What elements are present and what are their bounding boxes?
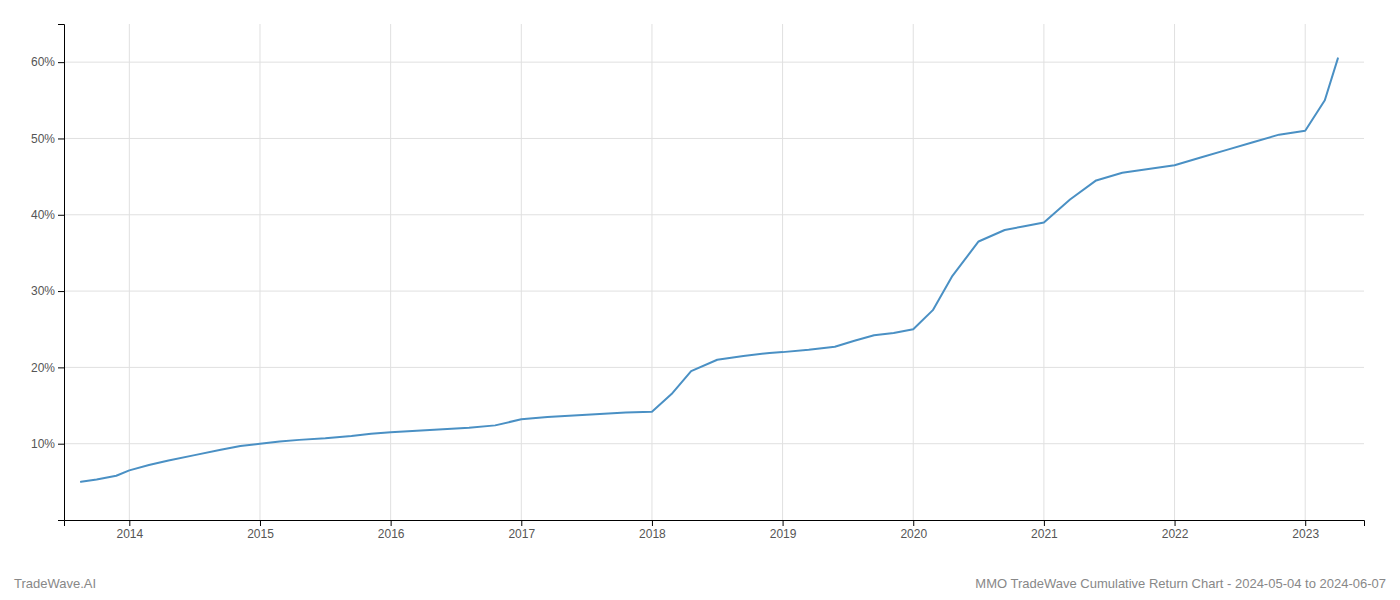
- chart: 2014 2015 2016 2017 2018 2019 2020 2021 2022 2023…: [0, 0, 1400, 600]
- x-tick: 2022: [1162, 520, 1189, 541]
- x-tick: 2016: [378, 520, 405, 541]
- x-tick: 2017: [508, 520, 535, 541]
- grid-line-x: [1174, 24, 1175, 520]
- y-tick: 10%: [31, 437, 64, 451]
- y-tick: 20%: [31, 361, 64, 375]
- y-tick-mark: [58, 367, 64, 368]
- title: MMO TradeWave Cumulative Return Chart - …: [975, 576, 1386, 591]
- grid-line-y: [64, 62, 1364, 63]
- x-tick-label: 2017: [508, 527, 535, 541]
- y-tick-mark: [58, 62, 64, 63]
- line: [81, 58, 1338, 482]
- y-tick-label: 10%: [31, 437, 55, 451]
- marks: [81, 58, 1338, 482]
- grid-line-y: [64, 138, 1364, 139]
- x-tick-label: 2014: [116, 527, 143, 541]
- y-tick-label: 30%: [31, 284, 55, 298]
- x-tick-label: 2023: [1292, 527, 1319, 541]
- watermark: TradeWave.AI: [14, 576, 96, 591]
- x-tick-mark: [652, 520, 653, 526]
- x-tick: 2018: [639, 520, 666, 541]
- x-tick-label: 2018: [639, 527, 666, 541]
- x-tick-label: 2022: [1162, 527, 1189, 541]
- y-tick: 60%: [31, 55, 64, 69]
- y-tick-label: 50%: [31, 132, 55, 146]
- x-tick-label: 2016: [378, 527, 405, 541]
- grid-line-y: [64, 367, 1364, 368]
- x-tick-mark: [391, 520, 392, 526]
- y-tick-mark: [58, 138, 64, 139]
- grid-line-x: [390, 24, 391, 520]
- x-tick: 2014: [116, 520, 143, 541]
- x-axis: 2014 2015 2016 2017 2018 2019 2020 2021 2022 2023: [65, 520, 1365, 541]
- y-tick: 40%: [31, 208, 64, 222]
- grid-line-x: [259, 24, 260, 520]
- y-tick-label: 60%: [31, 55, 55, 69]
- x-tick-label: 2020: [900, 527, 927, 541]
- y-tick-mark: [58, 291, 64, 292]
- y-axis-line: [58, 25, 65, 521]
- grid-line-x: [1043, 24, 1044, 520]
- x-tick-label: 2019: [770, 527, 797, 541]
- x-tick-mark: [129, 520, 130, 526]
- x-tick: 2020: [900, 520, 927, 541]
- grid-line-x: [129, 24, 130, 520]
- x-tick: 2021: [1031, 520, 1058, 541]
- grid-line-x: [782, 24, 783, 520]
- y-tick-label: 40%: [31, 208, 55, 222]
- x-tick-mark: [1044, 520, 1045, 526]
- y-axis: 10% 20% 30% 40% 50% 60%: [31, 25, 65, 521]
- x-tick: 2015: [247, 520, 274, 541]
- y-tick-mark: [58, 444, 64, 445]
- x-tick-mark: [260, 520, 261, 526]
- x-axis-line: [65, 521, 1365, 527]
- y-tick: 30%: [31, 284, 64, 298]
- grid-line-y: [64, 214, 1364, 215]
- x-tick-mark: [521, 520, 522, 526]
- grid-line-x: [521, 24, 522, 520]
- x-tick: 2023: [1292, 520, 1319, 541]
- x-tick-label: 2015: [247, 527, 274, 541]
- grid-line-x: [913, 24, 914, 520]
- x-tick-mark: [913, 520, 914, 526]
- grid-line-x: [651, 24, 652, 520]
- y-tick-mark: [58, 215, 64, 216]
- grid-line-y: [64, 291, 1364, 292]
- plot-area: 2014 2015 2016 2017 2018 2019 2020 2021 2022 2023…: [31, 24, 1365, 541]
- grid: [64, 24, 1364, 520]
- grid-line-x: [1305, 24, 1306, 520]
- x-tick-label: 2021: [1031, 527, 1058, 541]
- y-tick-label: 20%: [31, 361, 55, 375]
- x-tick-mark: [1175, 520, 1176, 526]
- x-tick-mark: [1305, 520, 1306, 526]
- y-tick: 50%: [31, 132, 64, 146]
- x-tick-mark: [783, 520, 784, 526]
- x-tick: 2019: [770, 520, 797, 541]
